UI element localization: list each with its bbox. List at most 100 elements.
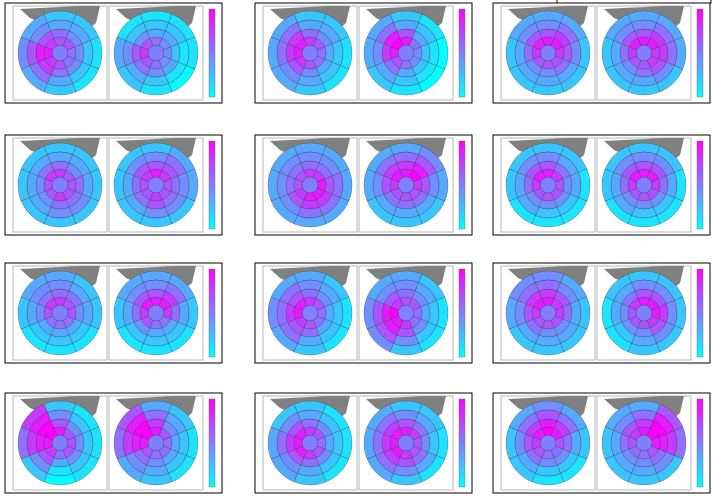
colorbar — [458, 268, 466, 358]
polar-cell — [605, 146, 632, 173]
polar-cell — [50, 288, 70, 299]
polar-cell — [396, 327, 416, 338]
polar-cell — [35, 43, 46, 63]
polar-cell — [396, 288, 416, 299]
polar-cell — [324, 175, 335, 195]
panel — [492, 2, 711, 104]
colorbar — [458, 8, 466, 98]
polar-cell — [538, 418, 558, 429]
polar-cell — [509, 274, 536, 301]
polar-cell — [300, 199, 320, 210]
polar-cell — [605, 274, 632, 301]
colorbar — [696, 140, 704, 230]
polar-cell — [562, 303, 573, 323]
colorbar — [696, 398, 704, 488]
polar-cell — [300, 418, 320, 429]
polar-cell — [619, 433, 630, 453]
polar-cell — [381, 43, 392, 63]
polar-cell — [146, 418, 166, 429]
panel — [4, 262, 223, 364]
panel — [254, 262, 473, 364]
polar-cell — [131, 43, 142, 63]
polar-cell — [146, 288, 166, 299]
panel — [492, 134, 711, 236]
polar-cell — [170, 175, 181, 195]
polar-cell — [21, 404, 48, 431]
polar-cell — [634, 418, 654, 429]
polar-cell — [74, 303, 85, 323]
polar-cell — [562, 433, 573, 453]
polar-cell — [634, 67, 654, 78]
polar-cell — [285, 175, 296, 195]
polar-cell — [619, 175, 630, 195]
polar-cell — [523, 433, 534, 453]
polar-cell — [605, 14, 632, 41]
polar-cell — [271, 146, 298, 173]
polar-cell — [367, 146, 394, 173]
polar-cell — [146, 327, 166, 338]
polar-cell — [50, 418, 70, 429]
polar-cell — [509, 404, 536, 431]
panel — [254, 392, 473, 494]
polar-cell — [300, 28, 320, 39]
polar-cell — [396, 418, 416, 429]
polar-cell — [324, 303, 335, 323]
polar-cell — [634, 199, 654, 210]
polar-cell — [538, 199, 558, 210]
panel — [4, 134, 223, 236]
polar-cell — [146, 28, 166, 39]
polar-cell — [396, 67, 416, 78]
polar-cell — [634, 28, 654, 39]
polar-cell — [396, 160, 416, 171]
polar-cell — [50, 199, 70, 210]
polar-cell — [117, 146, 144, 173]
polar-cell — [523, 175, 534, 195]
polar-cell — [146, 457, 166, 468]
polar-cell — [324, 433, 335, 453]
polar-cell — [300, 327, 320, 338]
polar-cell — [396, 199, 416, 210]
polar-cell — [509, 14, 536, 41]
polar-cell — [538, 28, 558, 39]
polar-cell — [131, 433, 142, 453]
panel — [254, 134, 473, 236]
polar-cell — [538, 67, 558, 78]
polar-cell — [538, 457, 558, 468]
colorbar — [208, 398, 216, 488]
colorbar — [696, 268, 704, 358]
polar-cell — [74, 433, 85, 453]
polar-cell — [21, 146, 48, 173]
colorbar — [458, 398, 466, 488]
polar-cell — [523, 43, 534, 63]
polar-cell — [658, 433, 669, 453]
polar-cell — [300, 67, 320, 78]
polar-cell — [117, 274, 144, 301]
polar-cell — [35, 175, 46, 195]
polar-cell — [170, 433, 181, 453]
polar-cell — [300, 160, 320, 171]
polar-cell — [300, 288, 320, 299]
polar-cell — [21, 14, 48, 41]
polar-cell — [658, 303, 669, 323]
polar-cell — [74, 175, 85, 195]
colorbar — [208, 8, 216, 98]
polar-cell — [658, 175, 669, 195]
polar-cell — [420, 303, 431, 323]
polar-cell — [538, 327, 558, 338]
polar-cell — [131, 175, 142, 195]
polar-cell — [605, 404, 632, 431]
polar-cell — [117, 14, 144, 41]
polar-cell — [381, 433, 392, 453]
polar-cell — [170, 303, 181, 323]
polar-cell — [74, 43, 85, 63]
polar-cell — [50, 67, 70, 78]
polar-cell — [634, 457, 654, 468]
polar-cell — [367, 404, 394, 431]
polar-cell — [271, 404, 298, 431]
polar-cell — [396, 28, 416, 39]
polar-cell — [658, 43, 669, 63]
panel — [4, 2, 223, 104]
colorbar — [208, 140, 216, 230]
polar-cell — [35, 303, 46, 323]
